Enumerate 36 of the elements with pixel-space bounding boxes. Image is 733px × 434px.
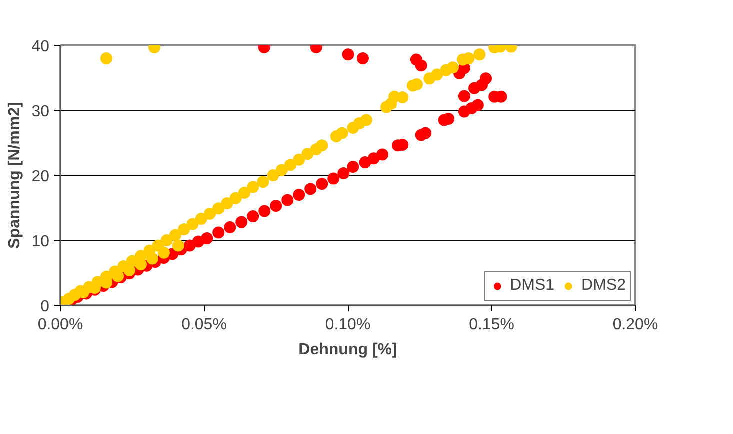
point — [458, 90, 470, 102]
point — [328, 172, 340, 185]
point — [480, 72, 492, 85]
point — [338, 168, 350, 180]
point — [415, 60, 428, 72]
point — [270, 200, 282, 212]
point — [212, 226, 225, 239]
legend-label: DMS1 — [510, 277, 555, 295]
point — [472, 99, 484, 112]
point — [342, 48, 354, 61]
y-tick-label: 20 — [32, 168, 50, 186]
legend-label: DMS2 — [582, 277, 626, 295]
x-tick-label: 0.15% — [469, 316, 514, 334]
point — [420, 127, 432, 140]
point — [247, 210, 260, 222]
y-tick-label: 0 — [40, 298, 50, 316]
point — [236, 216, 248, 228]
y-tick-label: 40 — [32, 38, 50, 56]
point — [293, 189, 306, 201]
point — [304, 183, 317, 196]
x-tick-label: 0.00% — [38, 316, 84, 334]
point — [224, 222, 236, 234]
point — [356, 52, 369, 64]
point — [376, 148, 388, 161]
point — [282, 194, 294, 206]
point — [316, 178, 328, 190]
point — [258, 205, 271, 218]
point — [201, 232, 214, 245]
y-tick-label: 30 — [32, 104, 50, 120]
x-tick-label: 0.10% — [325, 316, 371, 334]
point — [347, 161, 360, 174]
x-tick-label: 0.20% — [612, 316, 658, 334]
y-axis-title: Spannung [N/mm2] — [6, 102, 24, 249]
y-tick-label: 10 — [32, 234, 50, 250]
x-tick-label: 0.05% — [182, 316, 227, 334]
x-axis-title: Dehnung [%] — [298, 342, 398, 358]
